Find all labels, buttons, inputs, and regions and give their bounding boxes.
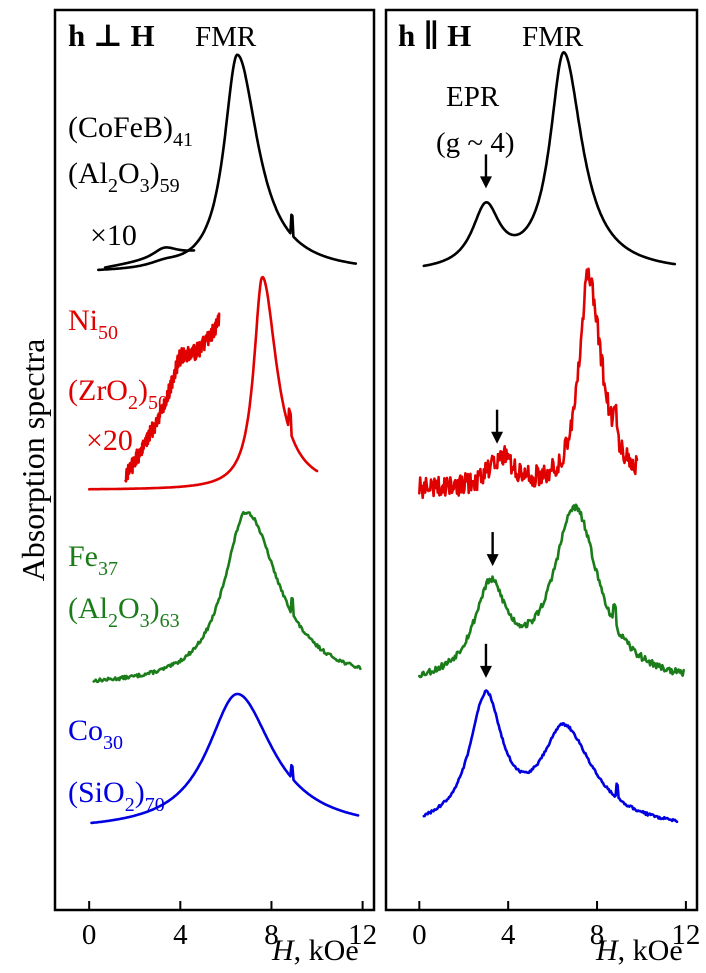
epr-arrow-cofeb xyxy=(479,154,492,189)
right-x-tick-label-8: 8 xyxy=(590,919,605,951)
left-trace-cofeb xyxy=(97,53,358,272)
sample-label-co-0: Co30 xyxy=(68,714,123,754)
left-panel-frame xyxy=(53,8,376,912)
right-panel-traces xyxy=(418,51,685,824)
left-inset-trace-ni xyxy=(124,312,221,483)
left-x-tick-label-0: 0 xyxy=(82,919,97,951)
x-tick-labels: 0 4 8 12 0 4 8 12 xyxy=(82,919,700,951)
sample-label-cofeb-1: (Al2O3)59 xyxy=(68,157,180,197)
left-fmr-label: FMR xyxy=(195,21,257,53)
sample-label-ni-1: (ZrO2)50 xyxy=(68,374,168,414)
left-trace-co xyxy=(90,692,360,825)
epr-arrows xyxy=(479,154,504,678)
left-panel-traces xyxy=(87,53,362,825)
left-x-tick-label-4: 4 xyxy=(173,919,188,951)
epr-arrow-fe xyxy=(486,532,499,567)
sample-label-fe-1: (Al2O3)63 xyxy=(68,592,180,632)
y-axis-title: Absorption spectra xyxy=(15,339,51,582)
right-x-tick-label-12: 12 xyxy=(671,919,700,951)
epr-g-factor-label: (g ~ 4) xyxy=(436,127,515,159)
left-x-tick-label-12: 12 xyxy=(348,919,377,951)
inset-scale-label-ni: ×20 xyxy=(86,424,133,457)
left-x-axis-title: H, kOe xyxy=(271,934,359,967)
right-panel-frame xyxy=(384,8,699,912)
right-x-axis-title: H, kOe xyxy=(595,934,683,967)
epr-label: EPR xyxy=(446,81,500,113)
right-trace-cofeb xyxy=(422,51,677,268)
sample-label-ni-0: Ni50 xyxy=(68,304,118,344)
left-trace-fe xyxy=(92,510,362,684)
left-x-tick-label-8: 8 xyxy=(264,919,279,951)
right-geometry-label: h ∥ H xyxy=(398,18,471,53)
left-inset-trace-cofeb xyxy=(103,246,196,269)
left-trace-ni xyxy=(87,275,319,491)
right-x-tick-label-4: 4 xyxy=(501,919,516,951)
sample-labels: (CoFeB)41 (Al2O3)59 ×10 Ni50 (ZrO2)50 ×20 Fe37… xyxy=(68,111,193,816)
right-trace-ni xyxy=(418,267,639,500)
right-trace-fe xyxy=(418,503,685,679)
epr-arrow-co xyxy=(479,643,492,678)
right-trace-co xyxy=(422,689,679,824)
inset-scale-label-cofeb: ×10 xyxy=(90,219,137,252)
right-fmr-label: FMR xyxy=(522,21,584,53)
sample-label-cofeb-0: (CoFeB)41 xyxy=(68,111,193,151)
epr-arrow-ni xyxy=(491,409,504,444)
sample-label-co-1: (SiO2)70 xyxy=(68,776,165,816)
x-axis-ticks xyxy=(88,901,687,910)
left-geometry-label: h ⊥ H xyxy=(68,18,155,53)
right-x-tick-label-0: 0 xyxy=(412,919,427,951)
sample-label-fe-0: Fe37 xyxy=(68,540,118,580)
